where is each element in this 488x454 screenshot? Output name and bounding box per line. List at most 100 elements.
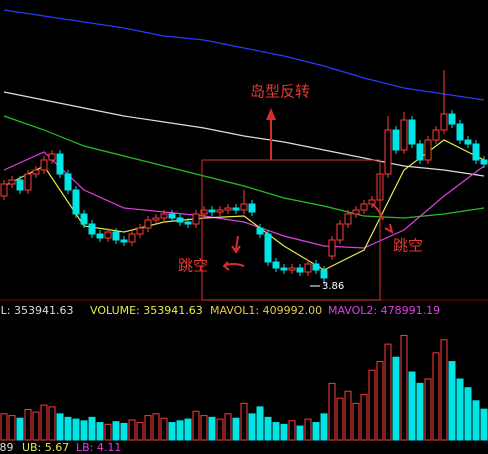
candle-body — [24, 173, 32, 191]
volume-bar — [216, 418, 224, 441]
candle-body — [152, 217, 160, 221]
volume-bar — [24, 409, 32, 441]
candle-body — [472, 143, 480, 161]
legend-entry: MAVOL2: 478991.19 — [328, 304, 440, 317]
legend-entry: VOLUME: 353941.63 — [90, 304, 203, 317]
candle-body — [456, 123, 464, 141]
volume-bar — [288, 420, 296, 441]
volume-bar — [176, 420, 184, 441]
volume-bar — [328, 382, 336, 441]
volume-bar — [168, 422, 176, 441]
volume-bar — [88, 416, 96, 441]
volume-bar — [152, 413, 160, 441]
candle-body — [272, 261, 280, 269]
volume-bar — [80, 420, 88, 441]
volume-bar — [296, 425, 304, 441]
volume-bar — [56, 413, 64, 441]
candle-body — [296, 267, 304, 273]
candle-body — [80, 213, 88, 225]
volume-bar — [264, 416, 272, 441]
candle-body — [392, 129, 400, 151]
volume-bar — [160, 417, 168, 441]
volume-bar — [48, 406, 56, 441]
volume-bar — [456, 378, 464, 441]
candle-body — [8, 179, 16, 185]
candle-body — [344, 213, 352, 225]
candle-body — [360, 203, 368, 211]
candle-body — [224, 207, 232, 211]
volume-bar — [200, 415, 208, 441]
candle-body — [208, 209, 216, 213]
volume-bar — [256, 406, 264, 441]
volume-bar — [248, 413, 256, 441]
volume-bar — [352, 402, 360, 441]
volume-bar — [400, 334, 408, 441]
volume-bar — [16, 417, 24, 441]
candle-body — [264, 233, 272, 263]
candle-body — [448, 113, 456, 125]
candle-body — [200, 209, 208, 215]
candle-body — [96, 233, 104, 239]
volume-bar — [304, 418, 312, 441]
volume-bar — [192, 410, 200, 441]
candle-body — [160, 213, 168, 219]
candle-body — [320, 269, 328, 279]
legend-entry: OL: 353941.63 — [0, 304, 73, 317]
candle-body — [128, 233, 136, 243]
candle-body — [400, 119, 408, 151]
candle-body — [88, 223, 96, 235]
arrow — [371, 203, 394, 235]
volume-bar — [120, 422, 128, 441]
volume-bar — [72, 418, 80, 441]
volume-bar — [208, 416, 216, 441]
volume-bar — [184, 418, 192, 441]
arrow — [222, 261, 245, 271]
volume-bar — [384, 343, 392, 441]
ma-line — [3, 115, 485, 219]
candle-body — [424, 139, 432, 161]
candle-body — [232, 207, 240, 211]
volume-bar — [368, 369, 376, 441]
volume-bar — [280, 423, 288, 441]
volume-bar — [0, 413, 8, 441]
candle-body — [184, 221, 192, 225]
candle-body — [384, 129, 392, 175]
low-label: 3.86 — [322, 281, 344, 292]
candle-body — [416, 143, 424, 161]
plot-area — [0, 9, 488, 441]
candle-body — [248, 203, 256, 213]
volume-bar — [272, 422, 280, 441]
volume-bar — [480, 408, 488, 441]
candle-body — [408, 119, 416, 145]
candle-body — [288, 267, 296, 271]
volume-bar — [472, 400, 480, 441]
legend-entry: .89 — [0, 441, 14, 454]
volume-bar — [432, 352, 440, 441]
volume-legend: OL: 353941.63 VOLUME: 353941.63 MAVOL1: 40… — [0, 304, 440, 454]
candle-body — [304, 263, 312, 273]
candle-body — [120, 239, 128, 243]
volume-bar — [416, 382, 424, 441]
candle-body — [56, 153, 64, 175]
volume-bar — [240, 402, 248, 441]
volume-bar — [440, 339, 448, 441]
legend-entry: UB: 5.67 — [22, 441, 69, 454]
candle-body — [216, 209, 224, 213]
candle-body — [464, 139, 472, 145]
annotation: 岛型反转 — [250, 83, 310, 101]
candle-body — [176, 217, 184, 223]
candle-body — [432, 129, 440, 141]
annotation: 跳空 — [393, 237, 423, 255]
candle-body — [480, 159, 488, 165]
candle-body — [440, 113, 448, 131]
volume-bar — [64, 416, 72, 441]
volume-bar — [40, 404, 48, 441]
candle-body — [104, 231, 112, 239]
volume-bar — [360, 394, 368, 441]
candle-body — [0, 183, 8, 197]
volume-bar — [320, 413, 328, 441]
candle-body — [280, 267, 288, 271]
volume-bar — [344, 390, 352, 441]
candle-body — [112, 231, 120, 241]
